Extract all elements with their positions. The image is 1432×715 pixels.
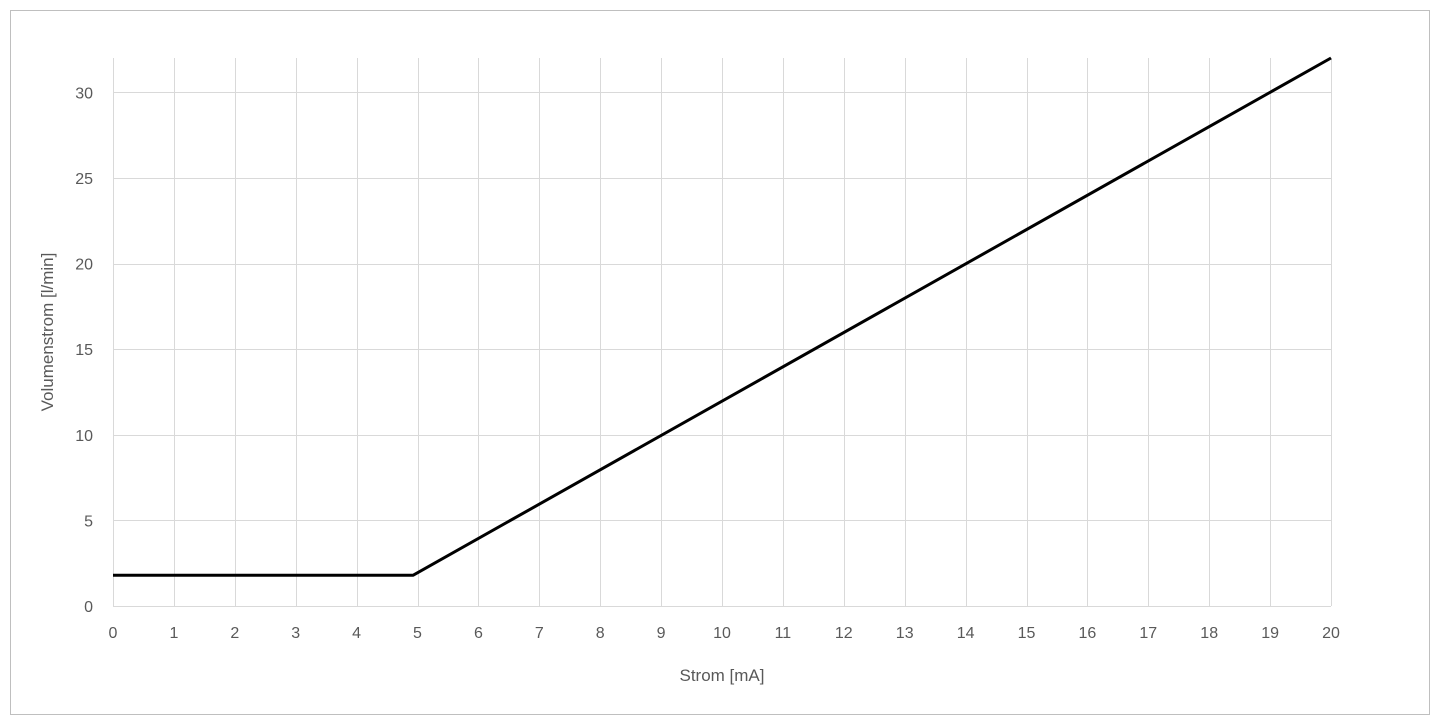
- y-tick-label-1: 5: [84, 513, 93, 530]
- x-tick-labels: 0 1 2 3 4 5 6 7 8 9 10 11 12 13 14 15 16 17 18 19 20: [109, 625, 1340, 642]
- x-tick-label-1: 1: [169, 625, 178, 642]
- x-tick-label-19: 19: [1261, 625, 1279, 642]
- series-line-0: [113, 56, 1332, 577]
- series-layer: [113, 56, 1332, 577]
- x-tick-label-11: 11: [775, 625, 792, 642]
- x-tick-label-15: 15: [1018, 625, 1036, 642]
- x-tick-label-9: 9: [657, 625, 666, 642]
- y-tick-label-0: 0: [84, 599, 93, 616]
- chart-frame: [10, 10, 1430, 715]
- x-tick-label-3: 3: [291, 625, 300, 642]
- x-tick-label-13: 13: [896, 625, 914, 642]
- y-tick-labels: 0 5 10 15 20 25 30: [75, 85, 93, 616]
- x-tick-label-14: 14: [957, 625, 975, 642]
- x-tick-label-6: 6: [474, 625, 483, 642]
- x-tick-label-8: 8: [596, 625, 605, 642]
- y-tick-label-5: 25: [75, 171, 93, 188]
- x-tick-label-18: 18: [1200, 625, 1218, 642]
- x-tick-label-16: 16: [1079, 625, 1097, 642]
- x-tick-label-5: 5: [413, 625, 422, 642]
- x-tick-label-10: 10: [713, 625, 731, 642]
- x-tick-label-20: 20: [1322, 625, 1340, 642]
- y-axis-title: Volumenstrom [l/min]: [38, 253, 57, 412]
- y-tick-label-3: 15: [75, 342, 93, 359]
- x-tick-label-12: 12: [835, 625, 853, 642]
- grid: [113, 58, 1332, 607]
- x-tick-label-7: 7: [535, 625, 544, 642]
- x-tick-label-17: 17: [1139, 625, 1157, 642]
- x-tick-label-2: 2: [230, 625, 239, 642]
- y-tick-label-6: 30: [75, 85, 93, 102]
- x-tick-label-4: 4: [352, 625, 361, 642]
- y-tick-label-2: 10: [75, 428, 93, 445]
- x-axis-title: Strom [mA]: [679, 666, 764, 685]
- y-tick-label-4: 20: [75, 257, 93, 274]
- x-tick-label-0: 0: [109, 625, 118, 642]
